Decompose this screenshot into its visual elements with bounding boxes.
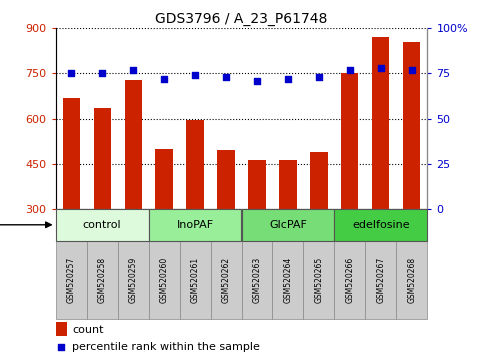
Text: GSM520257: GSM520257 xyxy=(67,257,75,303)
Bar xyxy=(366,241,397,319)
Bar xyxy=(56,322,67,336)
Point xyxy=(377,65,385,71)
Bar xyxy=(56,209,149,241)
Point xyxy=(129,67,137,73)
Text: GSM520262: GSM520262 xyxy=(222,257,230,303)
Text: GSM520258: GSM520258 xyxy=(98,257,107,303)
Point xyxy=(57,344,65,350)
Point xyxy=(191,73,199,78)
Text: InoPAF: InoPAF xyxy=(176,220,213,230)
Bar xyxy=(248,160,266,209)
Bar xyxy=(156,149,172,209)
Bar xyxy=(180,241,211,319)
Bar xyxy=(403,42,421,209)
Bar xyxy=(242,209,334,241)
Point xyxy=(253,78,261,84)
Bar xyxy=(372,37,389,209)
Bar xyxy=(125,80,142,209)
Point xyxy=(315,74,323,80)
Text: GSM520267: GSM520267 xyxy=(376,257,385,303)
Text: edelfosine: edelfosine xyxy=(352,220,410,230)
Point xyxy=(408,67,416,73)
Point xyxy=(346,67,354,73)
Bar xyxy=(334,209,427,241)
Bar xyxy=(86,241,117,319)
Bar xyxy=(341,73,358,209)
Title: GDS3796 / A_23_P61748: GDS3796 / A_23_P61748 xyxy=(156,12,327,26)
Text: GSM520263: GSM520263 xyxy=(253,257,261,303)
Point xyxy=(160,76,168,82)
Bar xyxy=(94,108,111,209)
Bar xyxy=(211,241,242,319)
Bar xyxy=(272,241,303,319)
Text: GSM520268: GSM520268 xyxy=(408,257,416,303)
Text: control: control xyxy=(83,220,121,230)
Bar xyxy=(186,120,203,209)
Bar xyxy=(62,97,80,209)
Text: GSM520259: GSM520259 xyxy=(128,257,138,303)
Text: GSM520264: GSM520264 xyxy=(284,257,293,303)
Point xyxy=(98,70,106,76)
Bar xyxy=(149,241,180,319)
Bar xyxy=(280,160,297,209)
Point xyxy=(284,76,292,82)
Bar xyxy=(56,241,86,319)
Text: GSM520261: GSM520261 xyxy=(190,257,199,303)
Text: count: count xyxy=(72,325,104,335)
Bar xyxy=(303,241,334,319)
Text: GlcPAF: GlcPAF xyxy=(269,220,307,230)
Bar xyxy=(334,241,366,319)
Bar xyxy=(397,241,427,319)
Bar xyxy=(149,209,242,241)
Text: percentile rank within the sample: percentile rank within the sample xyxy=(72,342,260,352)
Bar xyxy=(311,152,327,209)
Point xyxy=(67,70,75,76)
Text: GSM520260: GSM520260 xyxy=(159,257,169,303)
Text: GSM520265: GSM520265 xyxy=(314,257,324,303)
Bar xyxy=(242,241,272,319)
Point xyxy=(222,74,230,80)
Bar xyxy=(217,150,235,209)
Text: GSM520266: GSM520266 xyxy=(345,257,355,303)
Bar xyxy=(117,241,149,319)
